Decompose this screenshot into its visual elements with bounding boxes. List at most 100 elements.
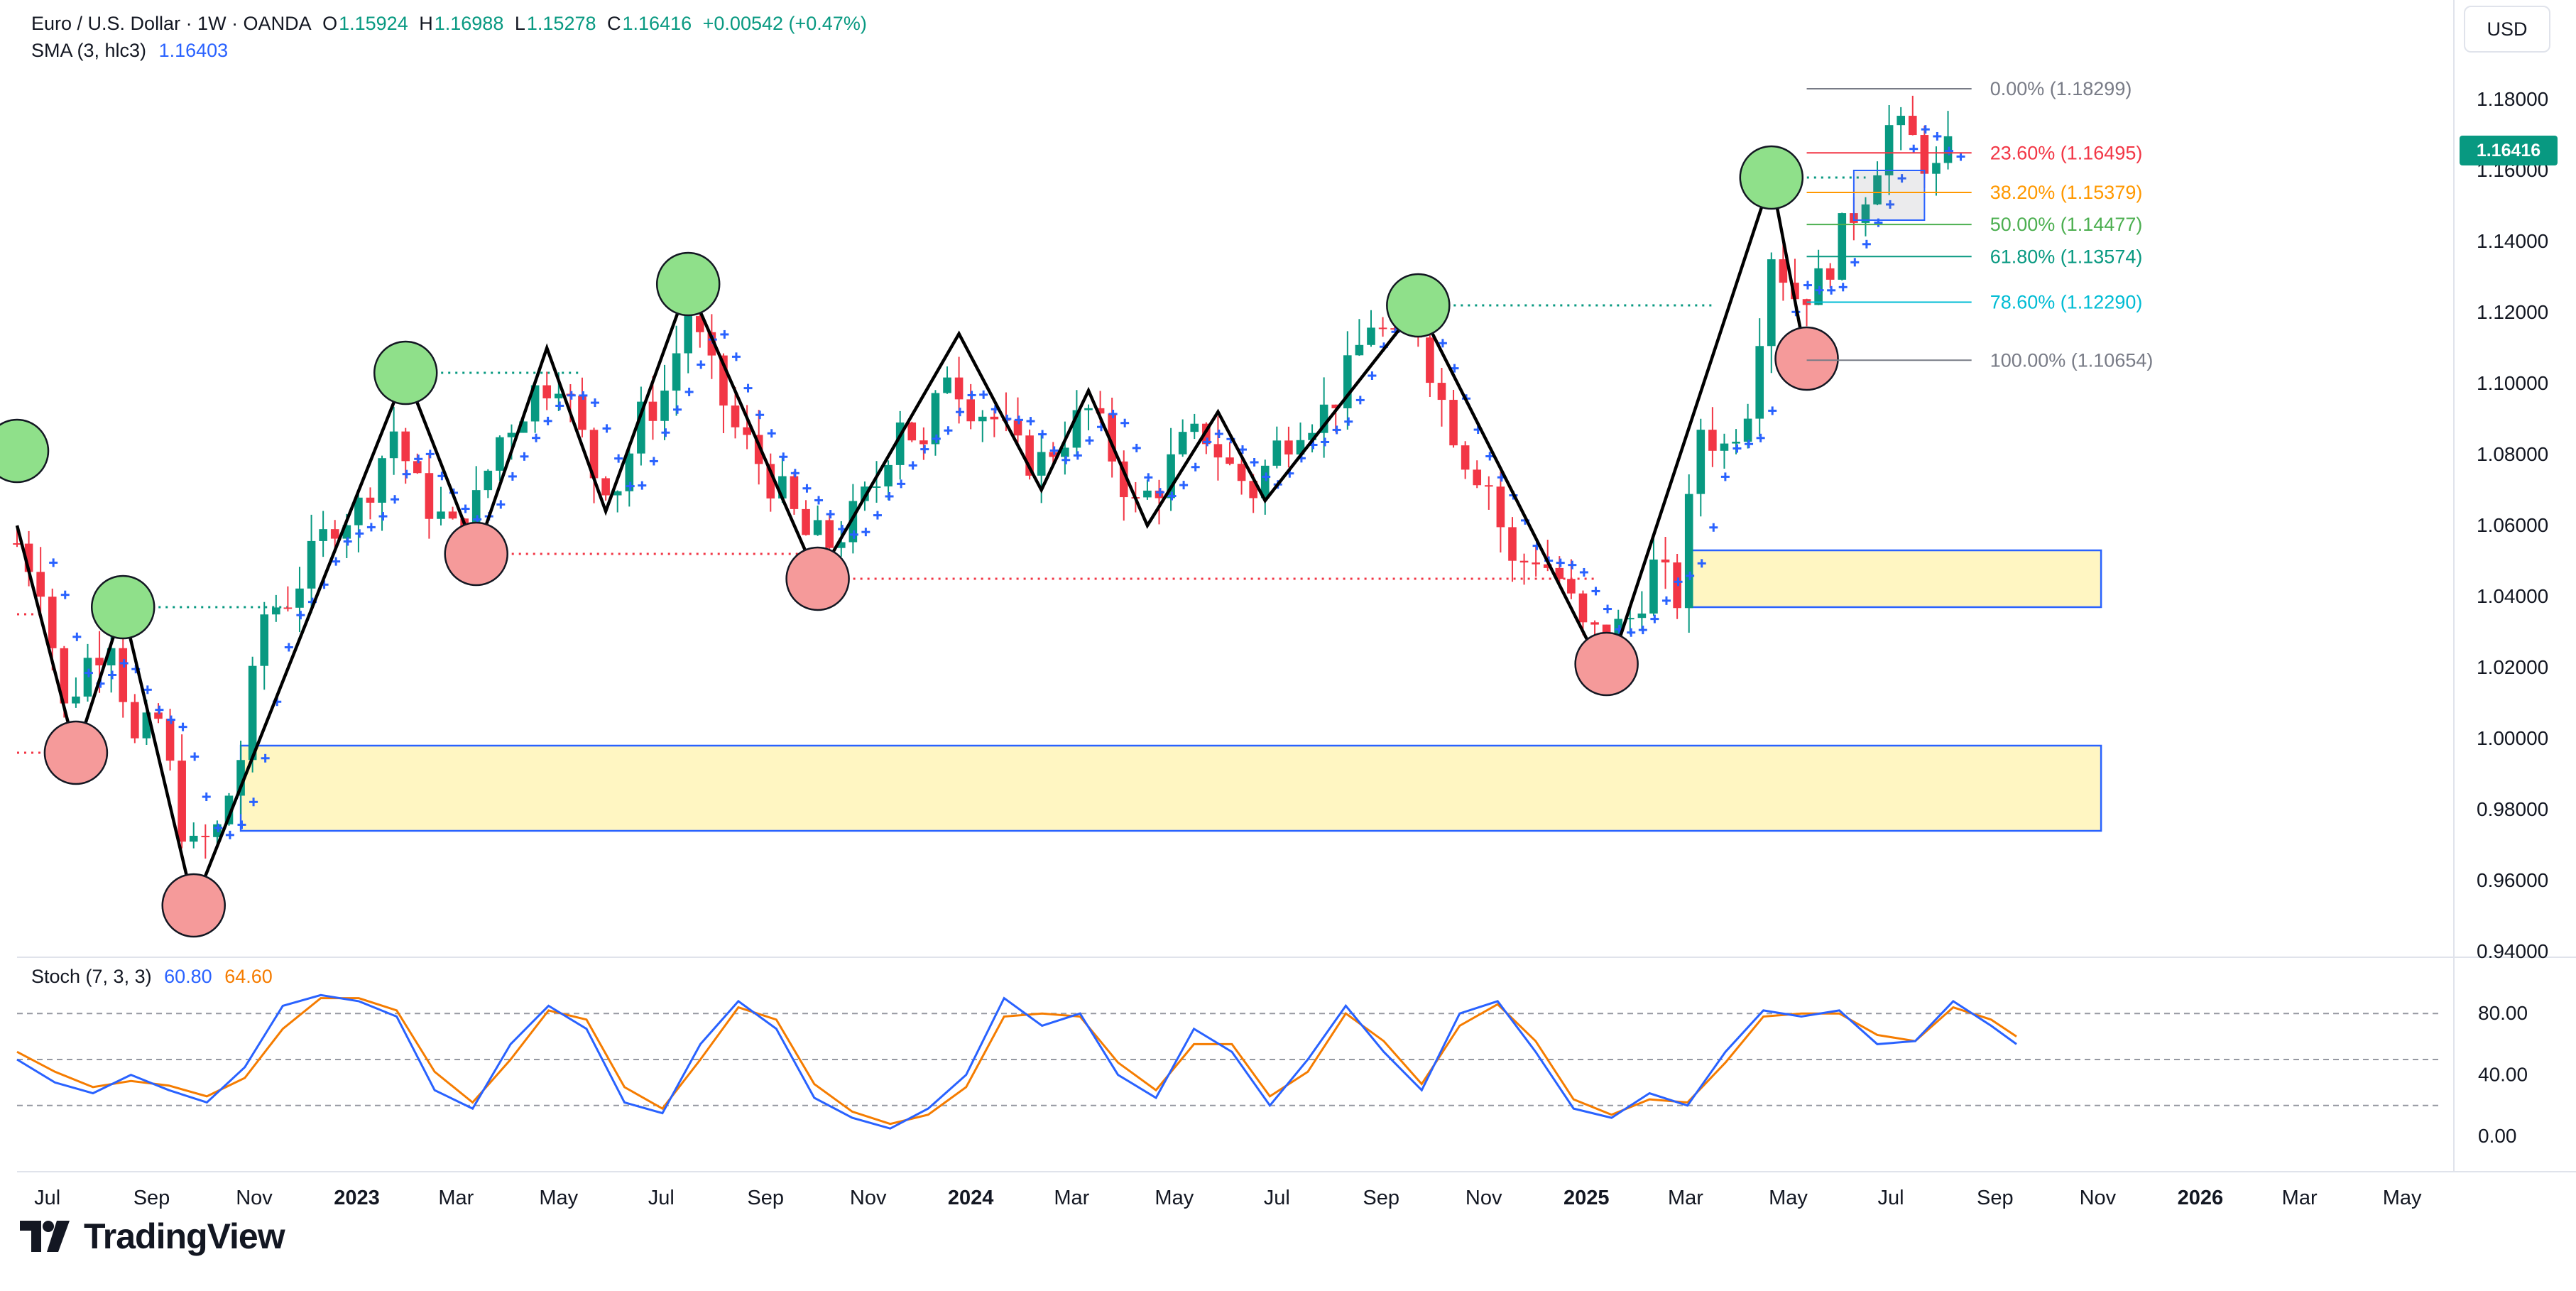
sma-cross-marker — [1638, 626, 1647, 635]
sma-cross-marker — [849, 530, 858, 539]
currency-button[interactable]: USD — [2464, 6, 2550, 53]
candle-down — [743, 427, 751, 435]
candle-down — [401, 431, 410, 462]
candle-down — [919, 440, 928, 445]
brand-name: TradingView — [84, 1216, 285, 1256]
sma-cross-marker — [861, 528, 871, 537]
candle-down — [1779, 259, 1788, 283]
sma-legend[interactable]: SMA (3, hlc3) 1.16403 — [31, 40, 228, 62]
sma-cross-marker — [1355, 396, 1365, 405]
price-tick-label: 1.02000 — [2477, 656, 2548, 678]
sma-cross-marker — [414, 454, 423, 464]
candle-down — [542, 385, 552, 398]
candle-down — [707, 332, 716, 356]
sma-cross-marker — [720, 329, 729, 339]
symbol-label[interactable]: Euro / U.S. Dollar · 1W · OANDA — [31, 13, 312, 34]
candle-up — [1367, 327, 1375, 345]
stoch-tick-label: 40.00 — [2478, 1064, 2528, 1086]
candle-up — [1296, 440, 1305, 454]
candle-down — [754, 435, 763, 464]
swing-low-marker — [1774, 326, 1839, 391]
candle-down — [95, 658, 104, 665]
candle-down — [1825, 268, 1835, 280]
candle-down — [1578, 593, 1588, 623]
stoch-legend[interactable]: Stoch (7, 3, 3) 60.80 64.60 — [31, 966, 273, 988]
sma-cross-marker — [402, 469, 411, 479]
sma-cross-marker — [1862, 239, 1871, 249]
sma-cross-marker — [1603, 604, 1612, 614]
sma-cross-marker — [520, 452, 529, 461]
demand-zone — [239, 744, 2102, 832]
sma-cross-marker — [108, 670, 117, 680]
sma-cross-marker — [1850, 258, 1860, 267]
sma-cross-marker — [296, 611, 305, 620]
sma-cross-marker — [649, 457, 658, 466]
candle-up — [931, 393, 940, 445]
stoch-tick-label: 0.00 — [2478, 1125, 2517, 1147]
swing-high-marker — [0, 418, 50, 484]
sma-cross-marker — [661, 428, 670, 437]
time-tick-label: Sep — [1977, 1187, 2014, 1209]
candle-up — [1084, 408, 1093, 410]
sma-cross-marker — [1827, 285, 1836, 295]
close-value: 1.16416 — [622, 13, 692, 34]
candle-up — [471, 490, 481, 537]
fib-level-label: 50.00% (1.14477) — [1990, 214, 2143, 235]
sma-cross-marker — [614, 454, 623, 463]
sma-cross-marker — [1897, 174, 1906, 183]
swing-high-marker — [1739, 145, 1804, 210]
candle-down — [1519, 560, 1529, 563]
high-value: 1.16988 — [434, 13, 504, 34]
candle-up — [1061, 447, 1069, 457]
candle-up — [496, 437, 504, 471]
sma-cross-marker — [1579, 567, 1588, 577]
candle-up — [848, 501, 858, 543]
candle-up — [1838, 213, 1847, 280]
candle-down — [1532, 562, 1540, 565]
candle-down — [1590, 622, 1599, 625]
time-tick-label: Mar — [1054, 1187, 1089, 1209]
tradingview-icon — [20, 1221, 70, 1252]
candle-up — [872, 486, 881, 488]
candle-down — [790, 476, 799, 509]
swing-low-marker — [43, 720, 109, 785]
sma-cross-marker — [49, 558, 58, 567]
sma-cross-marker — [1038, 430, 1047, 439]
price-tick-label: 1.12000 — [2477, 301, 2548, 323]
time-tick-label: 2023 — [334, 1187, 380, 1209]
sma-cross-marker — [1155, 488, 1164, 497]
sma-cross-marker — [202, 792, 211, 802]
sma-cross-marker — [673, 405, 682, 414]
sma-cross-marker — [425, 450, 435, 459]
candle-down — [366, 497, 375, 503]
candle-up — [625, 453, 634, 491]
candle-down — [201, 835, 210, 837]
tradingview-logo[interactable]: TradingView — [20, 1216, 285, 1257]
sma-cross-marker — [932, 434, 941, 443]
candle-up — [1319, 404, 1328, 433]
candle-up — [519, 421, 528, 433]
candle-up — [389, 431, 398, 459]
time-tick-label: 2026 — [2178, 1187, 2224, 1209]
sma-cross-marker — [496, 500, 506, 509]
candle-down — [13, 543, 21, 545]
time-tick-label: Mar — [438, 1187, 474, 1209]
candle-up — [378, 458, 386, 503]
sma-cross-marker — [343, 537, 352, 546]
sma-cross-marker — [84, 668, 93, 677]
candle-up — [1684, 494, 1693, 609]
candle-up — [778, 476, 787, 499]
candle-down — [648, 401, 657, 421]
candle-down — [448, 511, 457, 519]
candle-up — [530, 385, 540, 422]
sma-cross-marker — [378, 512, 388, 521]
candle-up — [613, 491, 622, 496]
candle-up — [1614, 619, 1623, 648]
sma-cross-marker — [626, 481, 635, 491]
sma-cross-marker — [1368, 371, 1377, 381]
candle-up — [142, 712, 151, 739]
sma-cross-marker — [1650, 614, 1659, 623]
candle-up — [1037, 452, 1046, 476]
sma-cross-marker — [1556, 558, 1565, 567]
